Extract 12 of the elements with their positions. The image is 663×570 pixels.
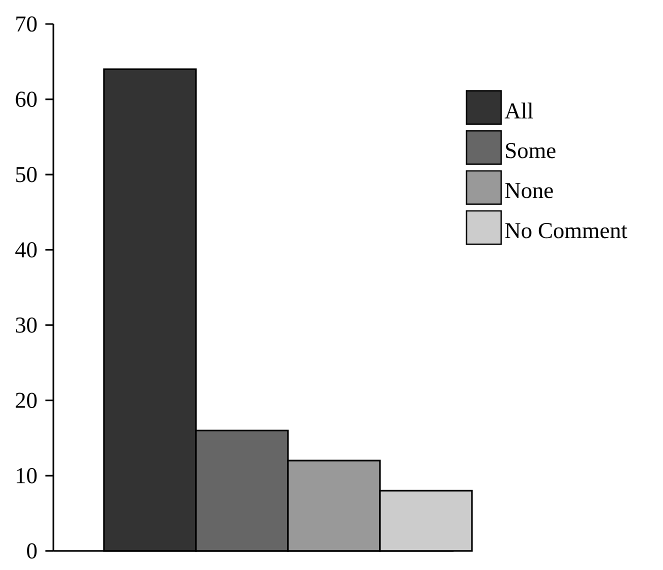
y-tick-label: 0 (27, 543, 37, 559)
y-tick-label: 20 (16, 392, 37, 408)
legend-label: All (504, 102, 534, 119)
y-tick-label: 70 (16, 16, 37, 32)
legend-label: No Comment (505, 223, 628, 238)
legend-label: None (505, 183, 553, 198)
legend-label: Some (506, 143, 556, 158)
y-tick-label: 30 (16, 318, 37, 333)
y-tick-label: 40 (15, 242, 37, 258)
y-tick-label: 60 (16, 92, 37, 108)
y-tick-label: 50 (16, 167, 37, 182)
y-tick-label: 10 (16, 468, 37, 484)
